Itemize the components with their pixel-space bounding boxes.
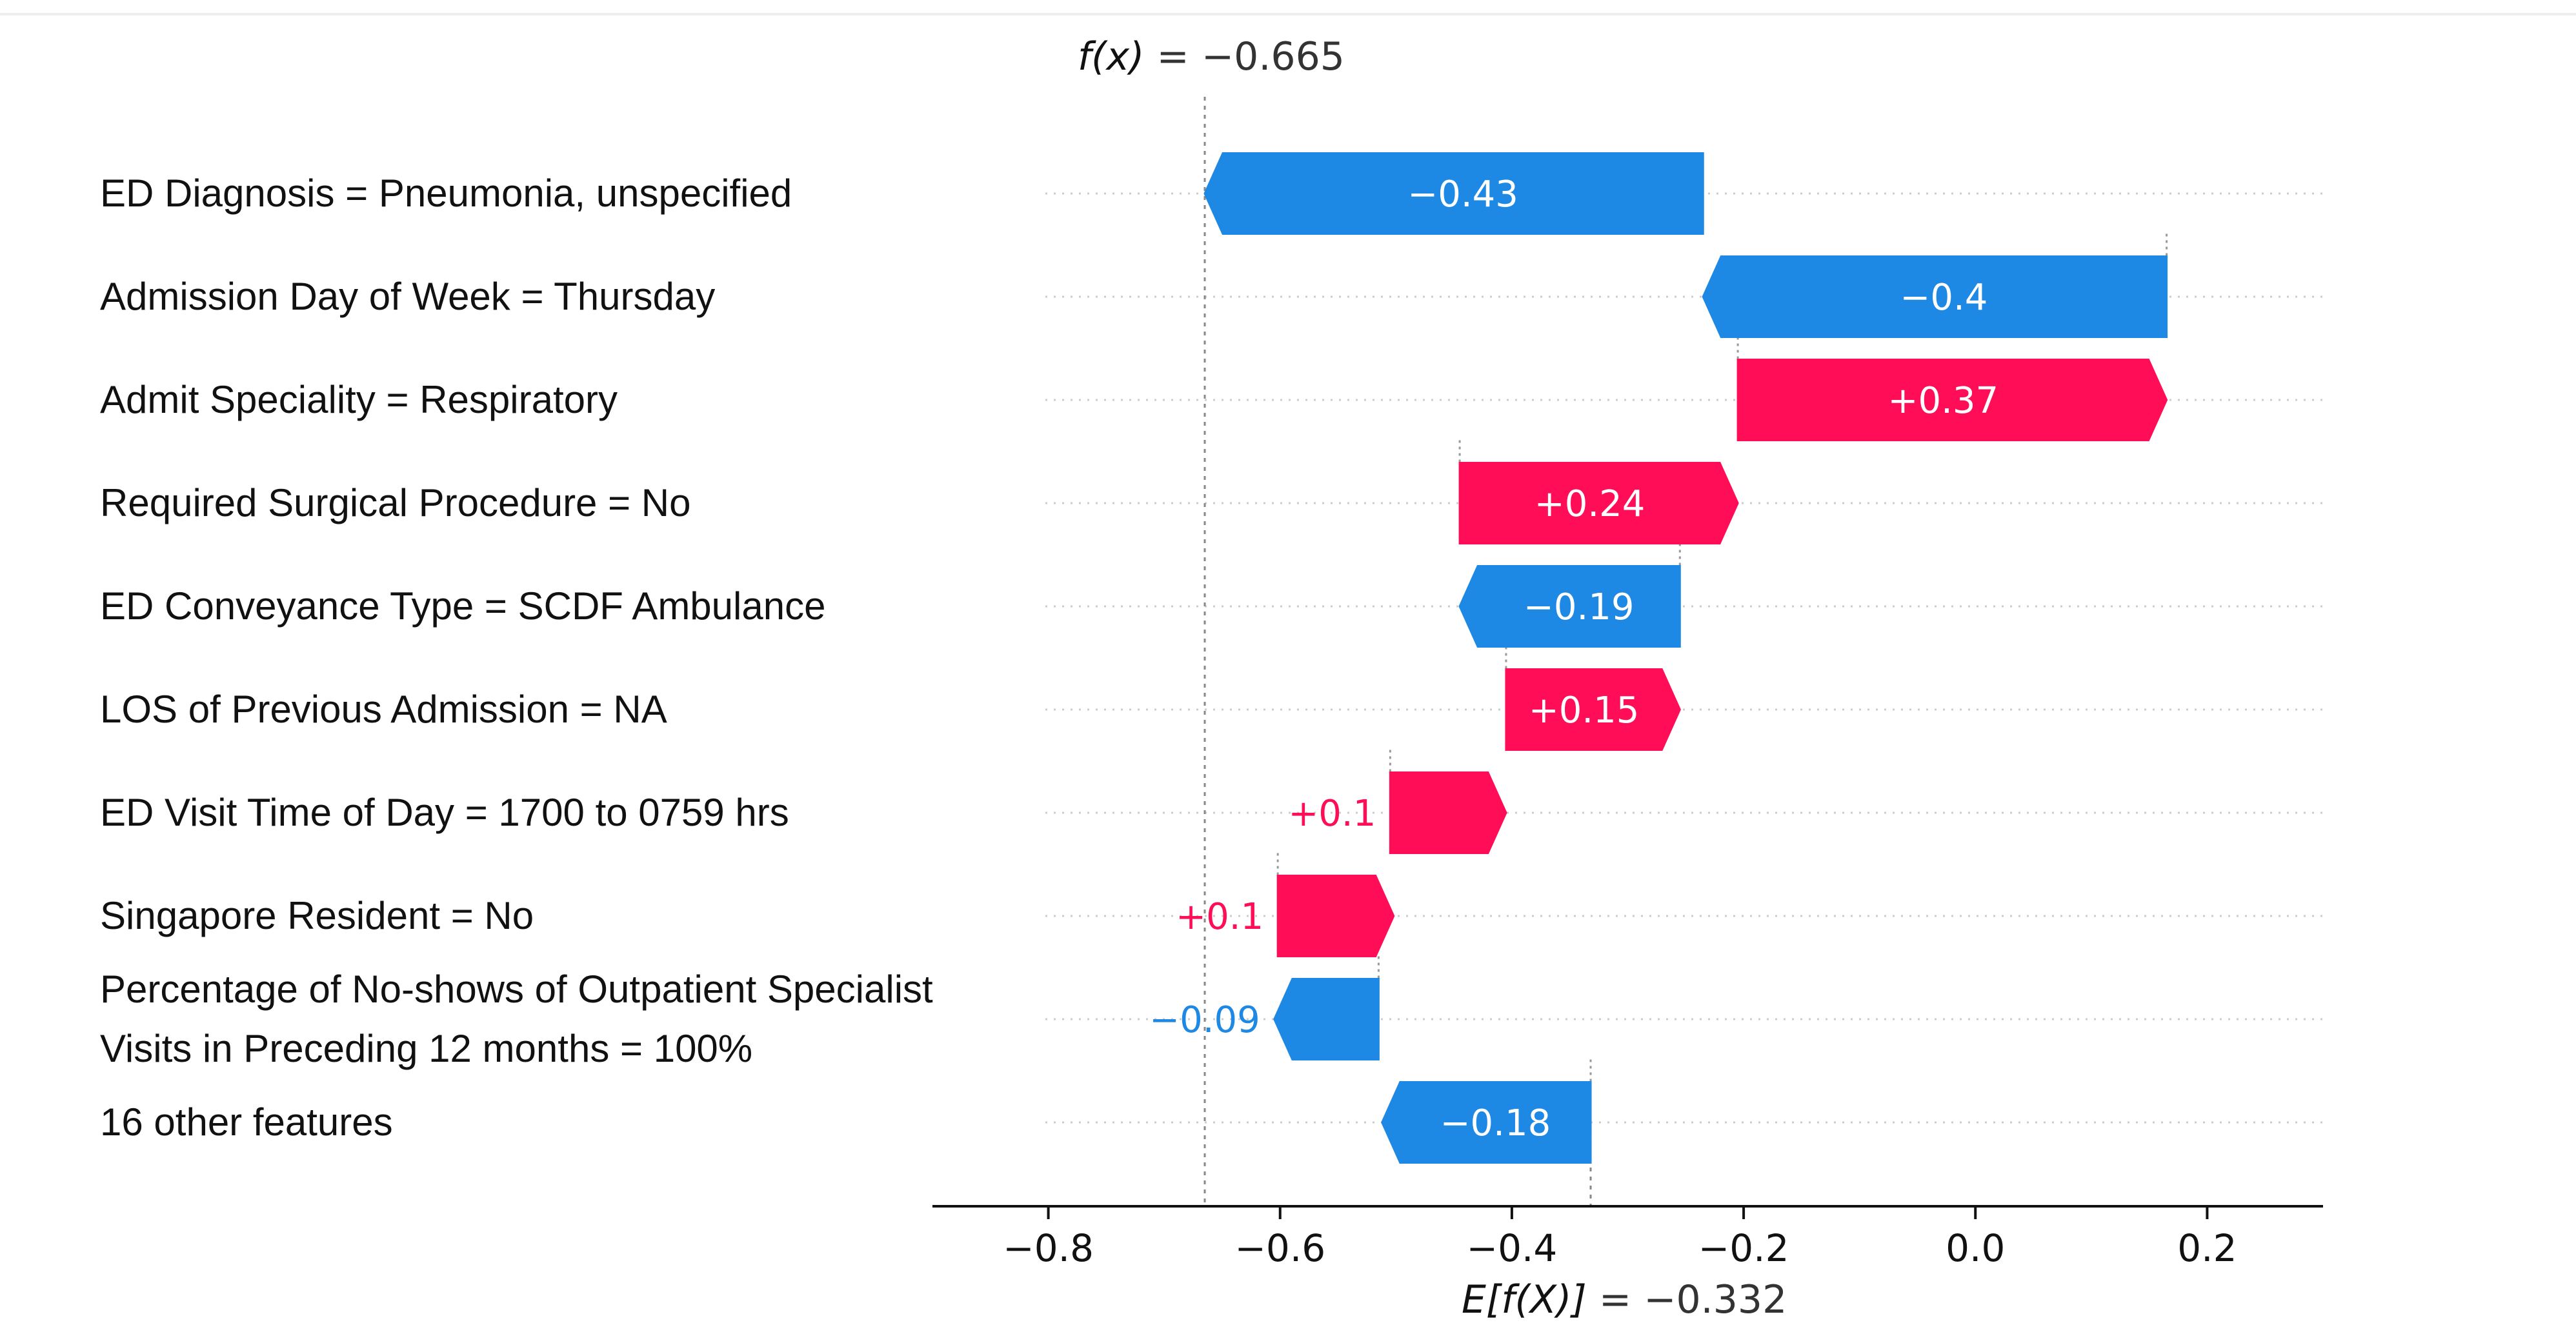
negative-bar [1458,565,1681,648]
feature-label: ED Visit Time of Day = 1700 to 0759 hrs [100,791,789,834]
x-tick-label: 0.2 [2177,1226,2237,1270]
positive-bar [1389,771,1507,854]
x-tick-label: −0.4 [1466,1226,1557,1270]
feature-label: ED Conveyance Type = SCDF Ambulance [100,584,825,628]
negative-bar [1381,1081,1592,1164]
negative-bar [1702,255,2168,338]
feature-labels: ED Diagnosis = Pneumonia, unspecified Adm… [100,172,933,1144]
feature-label: 16 other features [100,1100,393,1144]
fx-label: f(x) [1078,34,1144,79]
bar-value-label: +0.15 [1529,690,1640,731]
x-tick-label: −0.6 [1234,1226,1325,1270]
bar-value-label: +0.1 [1176,896,1263,938]
feature-label: Visits in Preceding 12 months = 100% [100,1027,752,1070]
x-tick-label: 0.0 [1946,1226,2005,1270]
feature-label: Admit Speciality = Respiratory [100,378,618,421]
efx-annotation: E[f(X)] = −0.332 [1462,1277,1787,1322]
bar-value-label: +0.37 [1888,380,1999,422]
efx-label: E[f(X)] [1462,1277,1587,1322]
bar-value-label: +0.24 [1535,483,1645,525]
feature-label: Percentage of No-shows of Outpatient Spe… [100,968,933,1011]
feature-label: LOS of Previous Admission = NA [100,688,667,731]
bar-value-label: −0.43 [1407,174,1518,215]
x-tick-label: −0.8 [1003,1226,1094,1270]
efx-value: = −0.332 [1587,1277,1787,1322]
feature-label: Required Surgical Procedure = No [100,481,691,524]
positive-bar [1276,875,1395,957]
bar-value-label: −0.18 [1440,1102,1551,1144]
reference-lines [1203,97,2168,1206]
positive-bar [1736,359,2168,441]
bar-value-label: +0.1 [1288,793,1376,835]
positive-bar [1505,668,1681,751]
fx-annotation: f(x) = −0.665 [1078,34,1345,79]
feature-label: ED Diagnosis = Pneumonia, unspecified [100,172,792,215]
feature-label: Admission Day of Week = Thursday [100,275,715,318]
negative-bar [1273,978,1380,1060]
x-axis: −0.8 −0.6 −0.4 −0.2 0.0 0.2 [932,1205,2323,1270]
bar-value-label: −0.19 [1524,586,1635,628]
negative-bar [1203,152,1704,235]
bar-value-label: −0.4 [1900,277,1987,319]
bars: −0.43 −0.4 +0.37 +0.24 −0.19 +0.15 +0.1 +0.1 −0.… [1149,152,2168,1164]
positive-bar [1458,462,1739,544]
x-tick-label: −0.2 [1698,1226,1789,1270]
bar-value-label: −0.09 [1149,999,1260,1041]
feature-label: Singapore Resident = No [100,894,534,937]
fx-value: = −0.665 [1144,34,1344,79]
